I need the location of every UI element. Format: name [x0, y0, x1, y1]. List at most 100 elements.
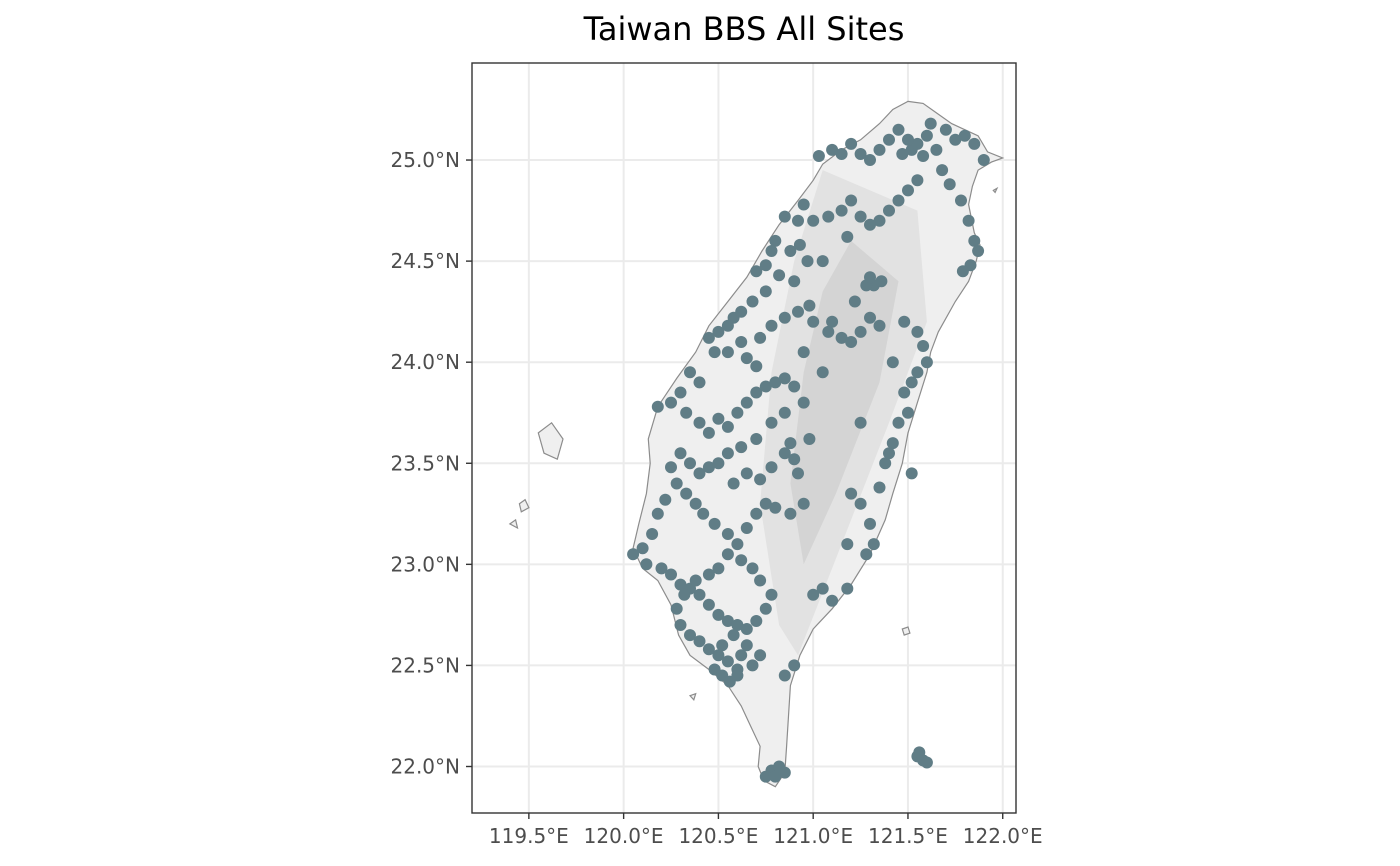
survey-site-point [835, 204, 848, 217]
survey-site-point [892, 194, 905, 207]
survey-site-point [892, 416, 905, 429]
survey-site-point [646, 528, 659, 540]
survey-site-point [807, 315, 820, 328]
survey-site-point [977, 154, 990, 166]
survey-site-point [886, 356, 899, 369]
survey-site-point [778, 766, 791, 779]
survey-site-point [702, 643, 715, 656]
survey-site-point [731, 538, 744, 551]
survey-site-point [712, 325, 725, 338]
survey-site-point [826, 594, 839, 607]
survey-site-point [754, 331, 767, 344]
survey-site-point [902, 133, 914, 146]
survey-site-point [735, 649, 748, 662]
survey-site-point [905, 376, 918, 389]
survey-site-point [640, 558, 653, 571]
survey-site-point [746, 659, 759, 672]
survey-site-point [911, 137, 924, 150]
survey-site-point [879, 457, 892, 470]
survey-site-point [917, 340, 930, 352]
survey-site-point [854, 416, 867, 429]
survey-site-point [735, 441, 748, 454]
survey-site-point [898, 315, 911, 328]
survey-site-point [702, 461, 715, 474]
survey-site-point [765, 461, 778, 474]
survey-site-point [864, 271, 876, 284]
survey-site-point [911, 325, 924, 338]
survey-site-point [911, 366, 924, 379]
survey-site-point [754, 473, 767, 486]
survey-site-point [693, 376, 706, 389]
survey-site-point [822, 325, 835, 338]
survey-site-point [712, 412, 725, 425]
survey-site-point [651, 400, 664, 413]
survey-site-point [848, 295, 861, 308]
survey-site-point [750, 507, 763, 520]
survey-site-point [892, 123, 905, 136]
island-outline [508, 518, 519, 530]
survey-site-point [797, 396, 810, 409]
survey-site-point [769, 501, 782, 514]
survey-site-point [873, 319, 886, 332]
survey-site-point [792, 467, 804, 480]
survey-site-point [816, 255, 829, 268]
survey-site-point [968, 234, 981, 247]
survey-site-point [826, 143, 839, 156]
survey-site-point [841, 230, 854, 243]
survey-site-point [956, 265, 969, 278]
y-tick-label: 24.0°N [391, 350, 461, 374]
survey-site-point [902, 406, 914, 419]
survey-site-point [665, 461, 677, 474]
survey-site-point [943, 178, 956, 191]
survey-site-point [655, 562, 668, 575]
survey-site-point [835, 331, 848, 344]
x-tick-label: 120.5°E [678, 824, 758, 848]
survey-site-point [812, 150, 825, 162]
survey-site-point [750, 265, 763, 278]
survey-site-point [867, 538, 880, 551]
survey-site-point [939, 123, 952, 136]
survey-site-point [845, 336, 858, 348]
x-axis-ticks: 119.5°E 120.0°E 120.5°E 121.0°E 121.5°E 122.0… [489, 813, 1043, 848]
survey-site-point [930, 143, 943, 156]
survey-site-point [721, 420, 734, 433]
survey-site-point [693, 467, 706, 480]
survey-site-point [792, 214, 804, 227]
survey-site-point [750, 360, 763, 373]
survey-site-point [693, 588, 706, 601]
survey-site-point [665, 568, 677, 581]
survey-site-point [854, 148, 867, 160]
map-panel-border [471, 62, 1017, 814]
survey-site-point [801, 255, 814, 268]
survey-site-point [958, 129, 971, 142]
survey-site-point [708, 517, 721, 530]
survey-site-point [778, 372, 791, 385]
survey-site-point [905, 467, 918, 480]
survey-site-point [769, 770, 782, 783]
survey-site-point [674, 578, 687, 591]
survey-site-point [773, 269, 786, 282]
survey-site-point [759, 602, 772, 615]
y-tick-label: 25.0°N [391, 148, 461, 172]
x-tick-label: 121.0°E [773, 824, 853, 848]
survey-site-point [778, 447, 791, 460]
survey-site-point [721, 447, 734, 460]
survey-site-point [864, 311, 876, 324]
survey-site-point [845, 194, 858, 207]
survey-site-point [659, 493, 672, 506]
survey-site-point [765, 588, 778, 601]
survey-site-point [670, 602, 683, 615]
survey-site-point [860, 548, 873, 561]
survey-site-point [778, 406, 791, 419]
y-tick-label: 23.5°N [391, 451, 461, 475]
survey-site-point [769, 234, 782, 247]
x-tick-label: 120.0°E [584, 824, 664, 848]
y-tick-label: 22.5°N [391, 653, 461, 677]
survey-site-point [702, 568, 715, 581]
survey-site-point [920, 756, 933, 769]
survey-site-point [727, 629, 740, 642]
survey-site-point [754, 574, 767, 587]
survey-site-point [765, 416, 778, 429]
survey-site-point [896, 148, 909, 160]
island-outline [901, 626, 911, 636]
